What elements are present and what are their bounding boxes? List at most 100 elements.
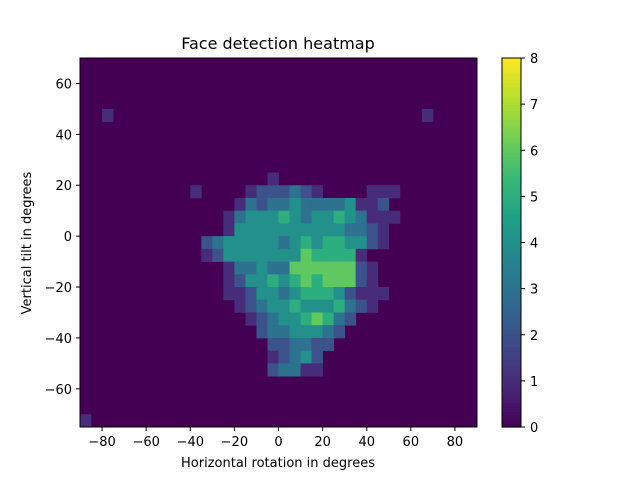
- colorbar-segment: [502, 347, 521, 351]
- colorbar-segment: [502, 220, 521, 225]
- heatmap-cell: [256, 185, 268, 199]
- colorbar-segment: [502, 356, 521, 360]
- heatmap-cell: [322, 299, 335, 313]
- colorbar-segment: [502, 165, 521, 170]
- colorbar-segment: [502, 368, 521, 373]
- colorbar-segment: [502, 217, 521, 222]
- colorbar-segment: [502, 316, 521, 320]
- colorbar-segment: [502, 319, 521, 324]
- colorbar-segment: [502, 411, 521, 416]
- heatmap-cell: [300, 248, 312, 262]
- heatmap-cell: [212, 236, 224, 250]
- heatmap-cell: [333, 299, 346, 313]
- colorbar-segment: [502, 414, 521, 419]
- heatmap-cell: [333, 261, 346, 275]
- colorbar-segment: [502, 359, 521, 364]
- colorbar-segment: [502, 156, 521, 161]
- colorbar-segment: [502, 291, 521, 296]
- heatmap-cell: [245, 299, 257, 313]
- heatmap-cell: [344, 299, 357, 313]
- chart-title: Face detection heatmap: [181, 34, 375, 53]
- heatmap-cell: [344, 287, 357, 301]
- heatmap-cell: [311, 350, 324, 364]
- colorbar-segment: [502, 242, 521, 247]
- colorbar-tick-label: 8: [530, 52, 538, 67]
- colorbar-segment: [502, 91, 521, 96]
- heatmap-cell: [256, 248, 268, 262]
- colorbar-segment: [502, 199, 521, 204]
- colorbar: 0 1 2 3 4 5 6 7 8: [501, 52, 538, 436]
- colorbar-segment: [502, 73, 521, 78]
- heatmap-cell: [300, 350, 312, 364]
- heatmap-cell: [234, 223, 246, 237]
- heatmap-cell: [300, 197, 312, 212]
- colorbar-segment: [502, 340, 521, 345]
- heatmap-cell: [344, 223, 357, 237]
- colorbar-segment: [502, 214, 521, 219]
- y-tick-label: −40: [45, 332, 72, 347]
- colorbar-segment: [502, 101, 521, 105]
- heatmap-cell: [267, 197, 279, 212]
- y-axis-label: Vertical tilt in degrees: [20, 171, 35, 314]
- heatmap-cell: [333, 248, 346, 262]
- x-tick-label: −80: [88, 435, 115, 450]
- heatmap-cell: [278, 299, 290, 313]
- heatmap-cell: [377, 210, 390, 224]
- colorbar-segment: [502, 113, 521, 118]
- colorbar-segment: [502, 285, 521, 290]
- heatmap-cell: [267, 223, 279, 237]
- heatmap-cell: [267, 287, 279, 301]
- colorbar-segment: [502, 423, 521, 428]
- x-tick-label: 40: [358, 435, 375, 450]
- colorbar-segment: [502, 193, 521, 197]
- y-tick-label: 0: [64, 230, 72, 245]
- colorbar-segment: [502, 190, 521, 194]
- heatmap-cell: [234, 261, 246, 275]
- heatmap-cell: [300, 287, 312, 301]
- heatmap-cell: [366, 197, 379, 212]
- heatmap-cell: [256, 274, 268, 288]
- colorbar-segment: [502, 104, 521, 108]
- heatmap-cell: [300, 236, 312, 250]
- heatmap-cell: [278, 185, 290, 199]
- heatmap-cell: [289, 363, 301, 377]
- heatmap-cell: [289, 185, 301, 199]
- colorbar-segment: [502, 202, 521, 207]
- heatmap-cell: [388, 210, 401, 224]
- colorbar-segment: [502, 85, 521, 90]
- heatmap-cell: [278, 337, 290, 352]
- colorbar-segment: [502, 61, 521, 65]
- heatmap-cell: [267, 312, 279, 326]
- colorbar-segment: [502, 233, 521, 237]
- heatmap-cell: [333, 197, 346, 212]
- colorbar-segment: [502, 371, 521, 376]
- colorbar-segment: [502, 393, 521, 397]
- x-tick-label: −20: [221, 435, 248, 450]
- x-tick-label: −40: [177, 435, 204, 450]
- heatmap-cell: [267, 325, 279, 339]
- heatmap-cell: [333, 223, 346, 237]
- heatmap-cell: [256, 299, 268, 313]
- colorbar-segment: [502, 377, 521, 382]
- x-axis-ticks: −80 −60 −40 −20 0 20 40 60 80: [88, 427, 463, 450]
- colorbar-segment: [502, 353, 521, 357]
- colorbar-segment: [502, 162, 521, 167]
- colorbar-segment: [502, 390, 521, 394]
- colorbar-tick-label: 7: [530, 98, 538, 113]
- colorbar-segment: [502, 88, 521, 93]
- colorbar-segment: [502, 310, 521, 314]
- heatmap-cell: [300, 185, 312, 199]
- colorbar-segment: [502, 387, 521, 391]
- heatmap-cell: [289, 223, 301, 237]
- colorbar-segment: [502, 82, 521, 87]
- heatmap-cell: [333, 210, 346, 224]
- colorbar-segment: [502, 399, 521, 403]
- heatmap-cell: [245, 210, 257, 224]
- colorbar-segment: [502, 153, 521, 157]
- heatmap-cell: [355, 248, 368, 262]
- heatmap-cell: [245, 248, 257, 262]
- colorbar-segment: [502, 134, 521, 139]
- heatmap-cell: [234, 197, 246, 212]
- colorbar-segment: [502, 107, 521, 111]
- heatmap-cell: [278, 312, 290, 326]
